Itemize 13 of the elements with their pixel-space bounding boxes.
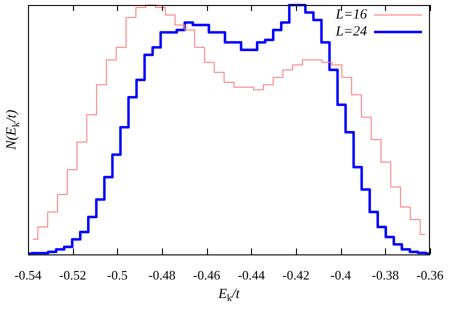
x-tick-label: -0.4: [330, 268, 352, 283]
x-tick-label: -0.52: [59, 268, 86, 283]
x-tick-label: -0.5: [107, 268, 128, 283]
legend-label: L=24: [334, 24, 367, 40]
x-tick-label: -0.38: [372, 268, 399, 283]
x-tick-label: -0.54: [14, 268, 42, 283]
x-tick-label: -0.36: [416, 268, 444, 283]
y-axis-title: N(Ek/t): [4, 109, 22, 151]
x-tick-label: -0.48: [148, 268, 176, 283]
legend-label: L=16: [334, 8, 367, 23]
x-tick-label: -0.46: [193, 268, 221, 283]
x-tick-label: -0.44: [238, 268, 266, 283]
x-tick-label: -0.42: [282, 268, 310, 283]
